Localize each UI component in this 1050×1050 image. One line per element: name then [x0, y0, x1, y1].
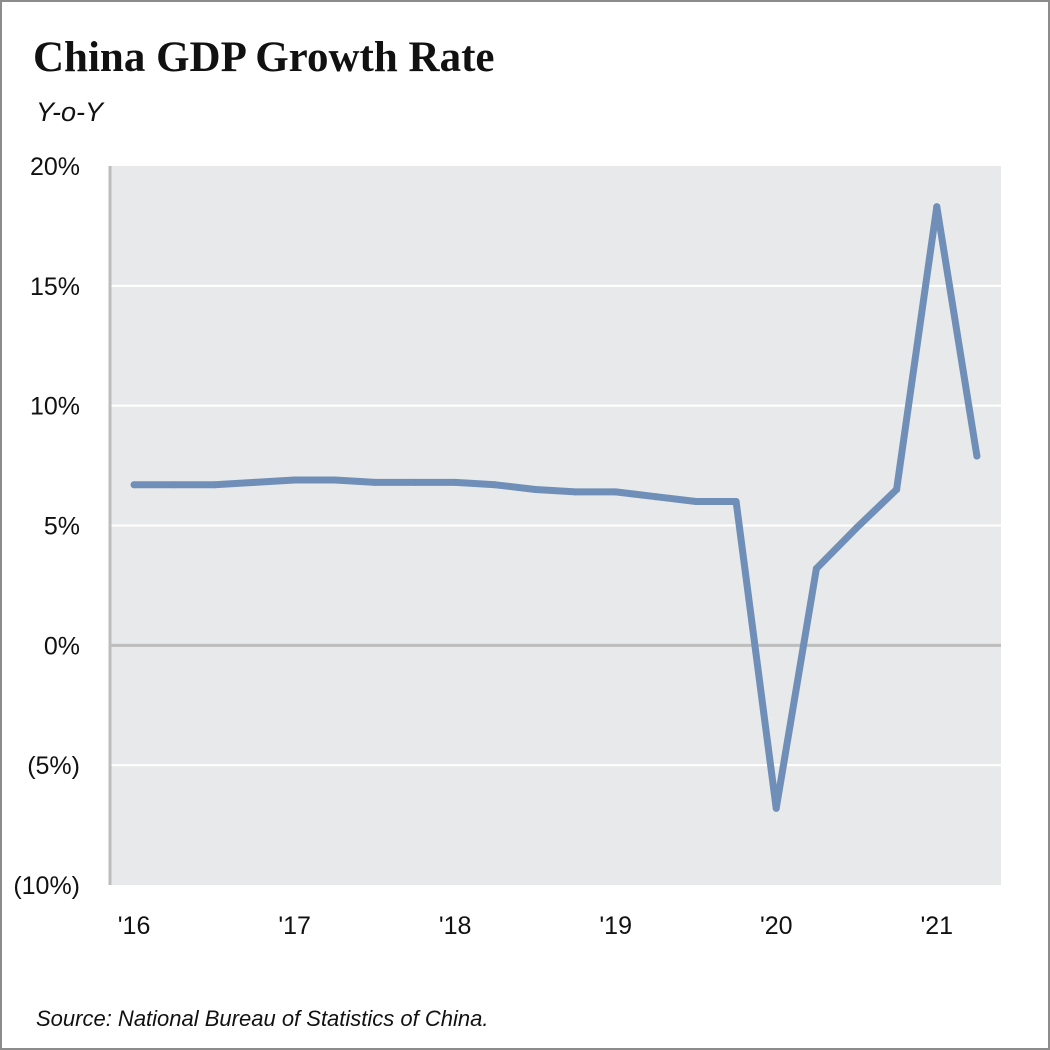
chart-subtitle: Y-o-Y — [36, 97, 104, 127]
y-tick-label: 20% — [30, 153, 80, 181]
y-tick-label: 15% — [30, 273, 80, 301]
data-point — [732, 498, 740, 506]
x-tick-label: '19 — [599, 912, 632, 940]
y-tick-label: (5%) — [27, 752, 80, 780]
x-tick-label: '17 — [278, 912, 311, 940]
data-point — [491, 481, 499, 489]
x-tick-label: '21 — [920, 912, 953, 940]
data-point — [170, 481, 178, 489]
data-point — [893, 486, 901, 494]
data-point — [933, 203, 941, 211]
data-point — [291, 476, 299, 484]
x-tick-label: '20 — [760, 912, 793, 940]
x-tick-label: '18 — [439, 912, 472, 940]
x-tick-label: '16 — [118, 912, 151, 940]
gridlines — [110, 284, 1001, 767]
chart-title: China GDP Growth Rate — [33, 34, 495, 81]
data-point — [612, 488, 620, 496]
data-point — [812, 565, 820, 573]
data-point — [772, 804, 780, 812]
data-point — [451, 478, 459, 486]
data-point — [130, 481, 138, 489]
y-tick-label: 10% — [30, 393, 80, 421]
x-axis-ticks: '16 '17 '18 '19 '20 '21 — [118, 912, 953, 940]
data-point — [331, 476, 339, 484]
data-point — [853, 524, 861, 532]
y-axis-ticks: 20% 15% 10% 5% 0% (5%) (10%) — [13, 153, 80, 900]
data-point — [692, 498, 700, 506]
data-point — [210, 481, 218, 489]
data-point — [652, 493, 660, 501]
y-tick-label: 5% — [44, 513, 80, 541]
data-point — [531, 486, 539, 494]
source-note: Source: National Bureau of Statistics of… — [36, 1006, 489, 1031]
data-point — [371, 478, 379, 486]
data-point — [250, 478, 258, 486]
data-point — [411, 478, 419, 486]
data-point — [973, 452, 981, 460]
data-point — [572, 488, 580, 496]
y-tick-label: 0% — [44, 632, 80, 660]
y-tick-label: (10%) — [13, 872, 80, 900]
data-points — [130, 203, 981, 812]
series-line-gdp-growth — [130, 203, 981, 812]
